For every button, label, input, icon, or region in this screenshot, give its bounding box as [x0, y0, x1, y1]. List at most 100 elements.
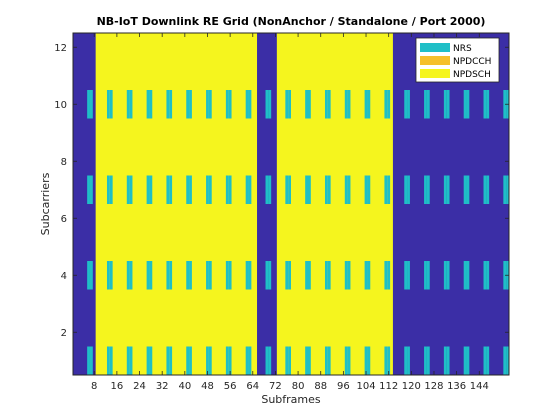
nrs-cell: [327, 261, 331, 290]
nrs-cell: [208, 175, 212, 204]
nrs-cell: [404, 261, 408, 290]
nrs-cell: [327, 346, 331, 375]
nrs-cell: [245, 261, 249, 290]
x-tick-label: 72: [269, 381, 282, 392]
nrs-cell: [268, 261, 272, 290]
nrs-cell: [503, 175, 507, 204]
legend-label-npdcch: NPDCCH: [453, 57, 491, 67]
x-axis-label: Subframes: [261, 393, 321, 406]
nrs-cell: [166, 346, 170, 375]
nrs-cell: [285, 90, 289, 119]
nrs-cell: [426, 261, 430, 290]
nrs-cell: [248, 90, 252, 119]
nrs-cell: [186, 346, 190, 375]
x-tick-label: 48: [201, 381, 214, 392]
nrs-cell: [89, 175, 93, 204]
nrs-cell: [149, 346, 153, 375]
x-tick-label: 24: [133, 381, 146, 392]
nrs-cell: [248, 175, 252, 204]
nrs-cell: [387, 175, 391, 204]
nrs-cell: [344, 175, 348, 204]
nrs-cell: [426, 346, 430, 375]
nrs-cell: [228, 175, 232, 204]
nrs-cell: [129, 175, 133, 204]
nrs-cell: [307, 175, 311, 204]
nrs-cell: [384, 261, 388, 290]
nrs-cell: [146, 90, 150, 119]
axes-border: [72, 32, 510, 376]
nrs-cell: [347, 261, 351, 290]
nrs-cell: [228, 90, 232, 119]
nrs-cell: [189, 175, 192, 204]
nrs-cell: [503, 346, 507, 375]
nrs-cell: [426, 90, 430, 119]
legend-swatch-nrs: [420, 43, 450, 52]
nrs-cell: [189, 346, 192, 375]
nrs-cell: [265, 346, 269, 375]
nrs-cell: [169, 261, 173, 290]
nrs-cell: [327, 175, 331, 204]
nrs-cell: [404, 346, 408, 375]
nrs-cell: [384, 90, 388, 119]
x-tick-label: 88: [314, 381, 327, 392]
nrs-cell: [506, 175, 509, 204]
nrs-cell: [228, 346, 232, 375]
nrs-cell: [364, 261, 368, 290]
x-tick-label: 128: [424, 381, 443, 392]
npdsch-region-2: [276, 33, 393, 375]
nrs-cell: [503, 90, 507, 119]
nrs-cell: [126, 346, 130, 375]
nrs-cell: [387, 346, 391, 375]
plot-area: [72, 32, 510, 376]
grid-cells: [87, 33, 509, 375]
nrs-cell: [206, 175, 209, 204]
nrs-cell: [424, 90, 427, 119]
y-tick-label: 10: [54, 100, 67, 111]
y-axis-label: Subcarriers: [39, 172, 52, 235]
nrs-cell: [87, 90, 90, 119]
nrs-cell: [324, 346, 328, 375]
nrs-cell: [483, 261, 487, 290]
nrs-cell: [288, 346, 291, 375]
nrs-cell: [265, 175, 269, 204]
nrs-cell: [307, 261, 311, 290]
nrs-cell: [384, 175, 388, 204]
nrs-cell: [424, 175, 427, 204]
nrs-cell: [307, 90, 311, 119]
nrs-cell: [169, 175, 173, 204]
nrs-cell: [503, 261, 507, 290]
nrs-cell: [387, 261, 391, 290]
legend-swatch-npdsch: [420, 69, 450, 78]
nrs-cell: [89, 90, 93, 119]
nrs-cell: [146, 175, 150, 204]
nrs-cell: [186, 90, 190, 119]
nrs-cell: [248, 346, 252, 375]
nrs-cell: [206, 90, 209, 119]
nrs-cell: [367, 261, 371, 290]
nrs-cell: [443, 90, 447, 119]
nrs-cell: [424, 346, 427, 375]
nrs-cell: [206, 346, 209, 375]
nrs-cell: [245, 175, 249, 204]
nrs-cell: [446, 175, 450, 204]
nrs-cell: [483, 175, 487, 204]
nrs-cell: [208, 346, 212, 375]
nrs-cell: [87, 346, 90, 375]
nrs-cell: [443, 346, 447, 375]
nrs-cell: [347, 90, 351, 119]
nrs-cell: [404, 175, 408, 204]
nrs-cell: [109, 175, 113, 204]
nrs-cell: [109, 261, 113, 290]
nrs-cell: [426, 175, 430, 204]
nrs-cell: [166, 175, 170, 204]
chart-title: NB-IoT Downlink RE Grid (NonAnchor / Sta…: [97, 15, 486, 28]
nrs-cell: [344, 261, 348, 290]
nrs-cell: [486, 346, 490, 375]
nrs-cell: [324, 261, 328, 290]
nrs-cell: [248, 261, 252, 290]
nrs-cell: [367, 90, 371, 119]
nrs-cell: [486, 90, 490, 119]
nrs-cell: [483, 90, 487, 119]
nrs-cell: [149, 261, 153, 290]
